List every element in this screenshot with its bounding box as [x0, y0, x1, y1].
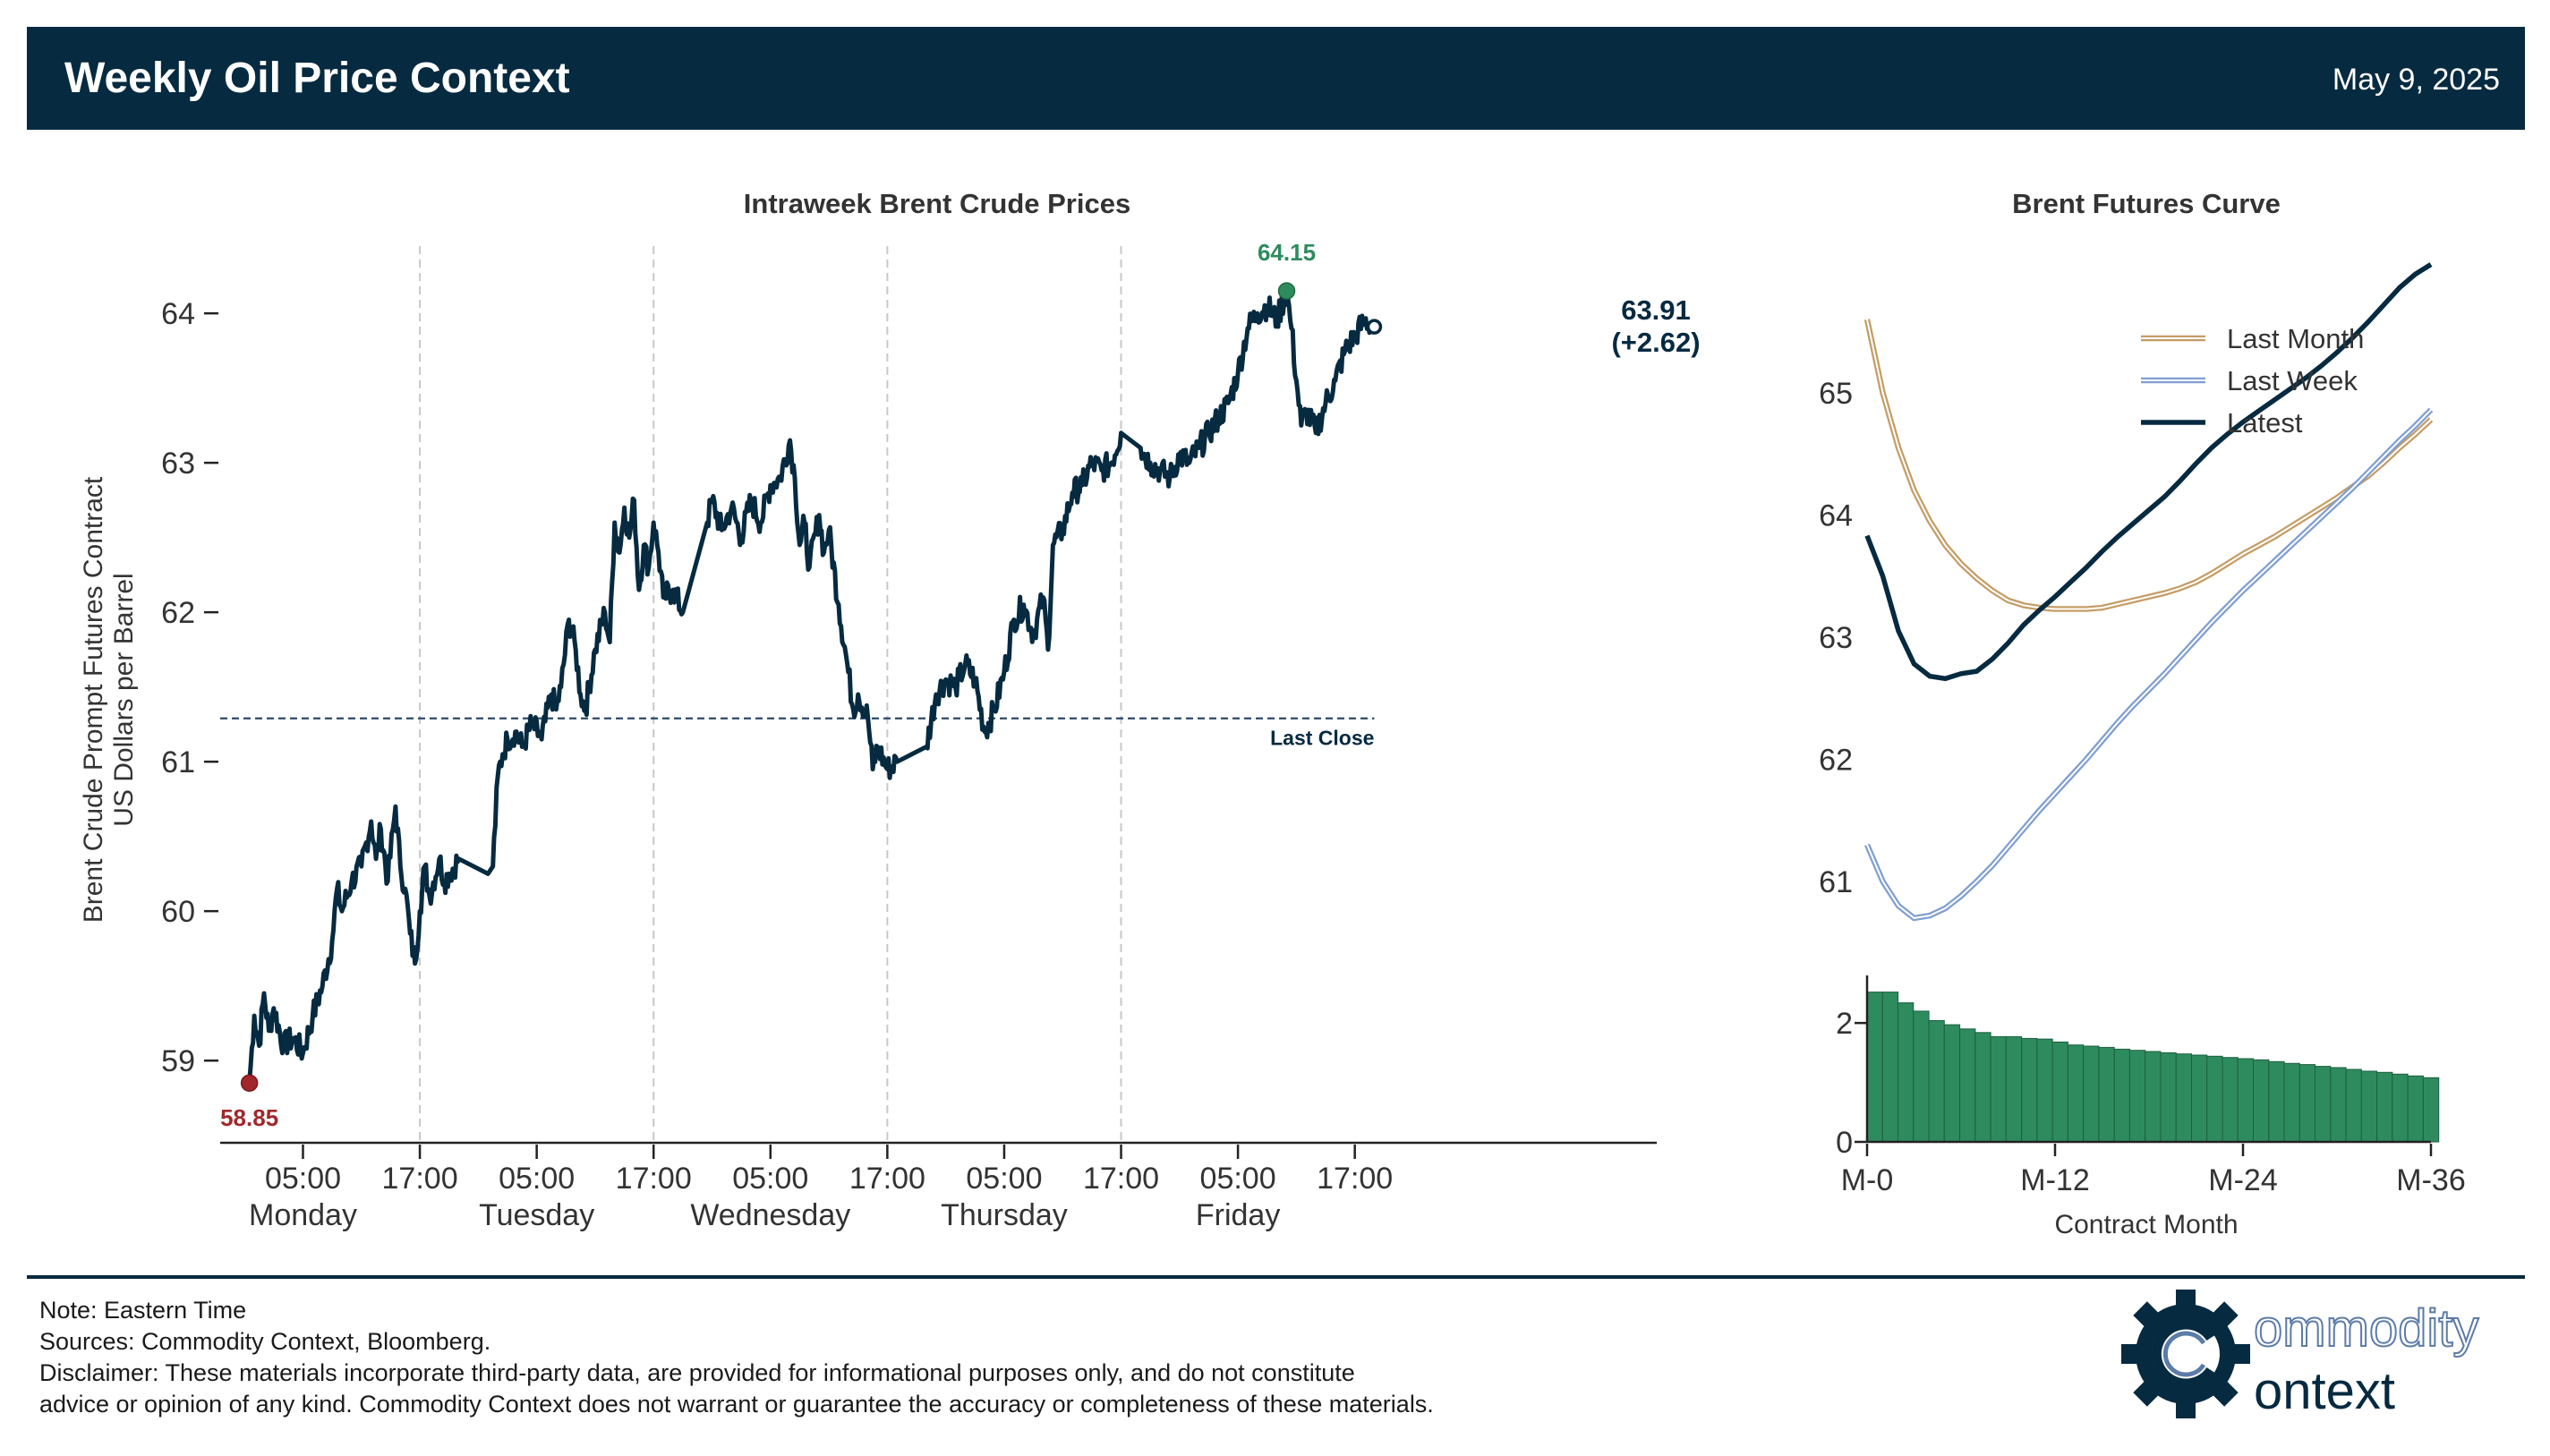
- x-tick-time: 17:00: [849, 1162, 925, 1196]
- y-tick-label: 63: [161, 447, 195, 481]
- y-tick-label: 62: [161, 596, 195, 630]
- x-tick-time: 17:00: [382, 1162, 458, 1196]
- commodity-context-logo: ommodity ontext: [2121, 1290, 2479, 1420]
- x-tick-time: 05:00: [265, 1162, 341, 1196]
- price-series-line: [247, 288, 1376, 1084]
- x-tick-time: 05:00: [966, 1162, 1042, 1196]
- footer-divider: [27, 1275, 2525, 1279]
- y-tick-label: 64: [161, 297, 195, 331]
- price-change-label: (+2.62): [1611, 327, 1700, 358]
- note-timezone: Note: Eastern Time: [39, 1297, 247, 1324]
- x-tick-day: Friday: [1196, 1198, 1280, 1232]
- day-gridlines: [419, 246, 1122, 1143]
- x-tick-day: Tuesday: [479, 1198, 594, 1232]
- y-axis-label-line2: US Dollars per Barrel: [109, 573, 139, 826]
- min-price-marker: [240, 1074, 259, 1092]
- x-tick-time: 05:00: [732, 1162, 808, 1196]
- x-tick-day: Thursday: [941, 1198, 1068, 1232]
- chart-title: Intraweek Brent Crude Prices: [744, 188, 1130, 219]
- logo-text-bottom: ontext: [2254, 1362, 2395, 1420]
- y-axis: 59 60 61 62 63 64: [161, 297, 218, 1078]
- min-price-label: 58.85: [220, 1104, 278, 1131]
- max-price-label: 64.15: [1258, 239, 1316, 266]
- note-disclaimer-1: Disclaimer: These materials incorporate …: [39, 1359, 1355, 1386]
- x-tick-time: 17:00: [1317, 1162, 1393, 1196]
- max-price-marker: [1277, 282, 1296, 300]
- last-price-marker: [1366, 319, 1383, 335]
- last-price-label: 63.91: [1621, 294, 1691, 326]
- report-date: May 9, 2025: [2332, 63, 2500, 97]
- y-tick-label: 59: [161, 1044, 195, 1078]
- x-tick-time: 17:00: [616, 1162, 692, 1196]
- logo-text-top: ommodity: [2254, 1299, 2478, 1358]
- last-close-line: Last Close: [220, 717, 1375, 750]
- last-close-label: Last Close: [1270, 727, 1374, 750]
- x-tick-time: 05:00: [1200, 1162, 1276, 1196]
- x-tick-time: 17:00: [1083, 1162, 1159, 1196]
- x-tick-time: 05:00: [499, 1162, 575, 1196]
- y-tick-label: 61: [161, 745, 195, 779]
- page-title: Weekly Oil Price Context: [64, 55, 570, 102]
- y-axis-label-line1: Brent Crude Prompt Futures Contract: [79, 476, 108, 923]
- x-tick-day: Monday: [249, 1198, 357, 1232]
- x-tick-day: Wednesday: [690, 1198, 850, 1232]
- note-disclaimer-2: advice or opinion of any kind. Commodity…: [39, 1391, 1434, 1418]
- footer-notes: Note: Eastern Time Sources: Commodity Co…: [39, 1295, 1434, 1420]
- note-sources: Sources: Commodity Context, Bloomberg.: [39, 1328, 491, 1355]
- y-tick-label: 60: [161, 895, 195, 929]
- gear-c-icon: [2121, 1290, 2250, 1418]
- header-bar: Weekly Oil Price Context May 9, 2025: [27, 27, 2525, 130]
